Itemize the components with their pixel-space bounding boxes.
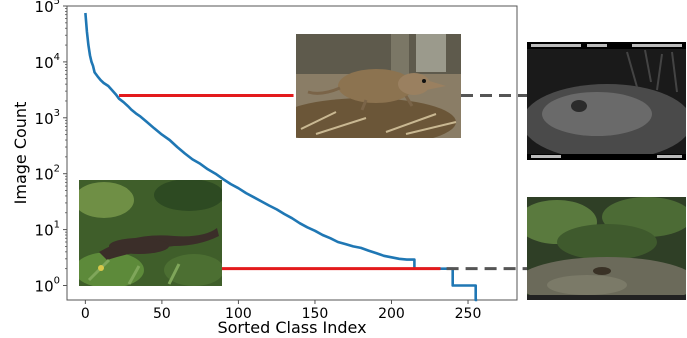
photo-rat xyxy=(296,34,461,138)
x-tick-label: 250 xyxy=(455,306,482,322)
x-tick-label: 200 xyxy=(378,306,405,322)
x-tick-label: 50 xyxy=(153,306,171,322)
y-tick-label: 101 xyxy=(35,220,60,240)
mustelid-photo-icon xyxy=(79,180,222,286)
camera-trap-night-photo-icon xyxy=(527,42,686,160)
rodent-photo-icon xyxy=(296,34,461,138)
y-axis-ticks: 100 101 102 103 104 105 xyxy=(35,0,67,295)
camera-trap-day-photo-icon xyxy=(527,197,686,300)
x-tick-label: 150 xyxy=(302,306,329,322)
x-axis-ticks: 0 50 100 150 200 250 xyxy=(81,300,481,322)
y-axis-label: Image Count xyxy=(11,102,30,205)
photo-camera-trap-night xyxy=(527,42,686,160)
y-tick-label: 100 xyxy=(35,275,60,295)
y-tick-label: 103 xyxy=(35,108,60,128)
y-tick-label: 104 xyxy=(35,52,60,72)
y-tick-label: 105 xyxy=(35,0,60,16)
y-tick-label: 102 xyxy=(35,164,60,184)
photo-camera-trap-day xyxy=(527,197,686,300)
annotation-lines xyxy=(119,94,527,271)
x-tick-label: 0 xyxy=(81,306,90,322)
x-tick-label: 100 xyxy=(225,306,252,322)
x-axis-label: Sorted Class Index xyxy=(217,318,366,337)
photo-mustelid xyxy=(79,180,222,286)
